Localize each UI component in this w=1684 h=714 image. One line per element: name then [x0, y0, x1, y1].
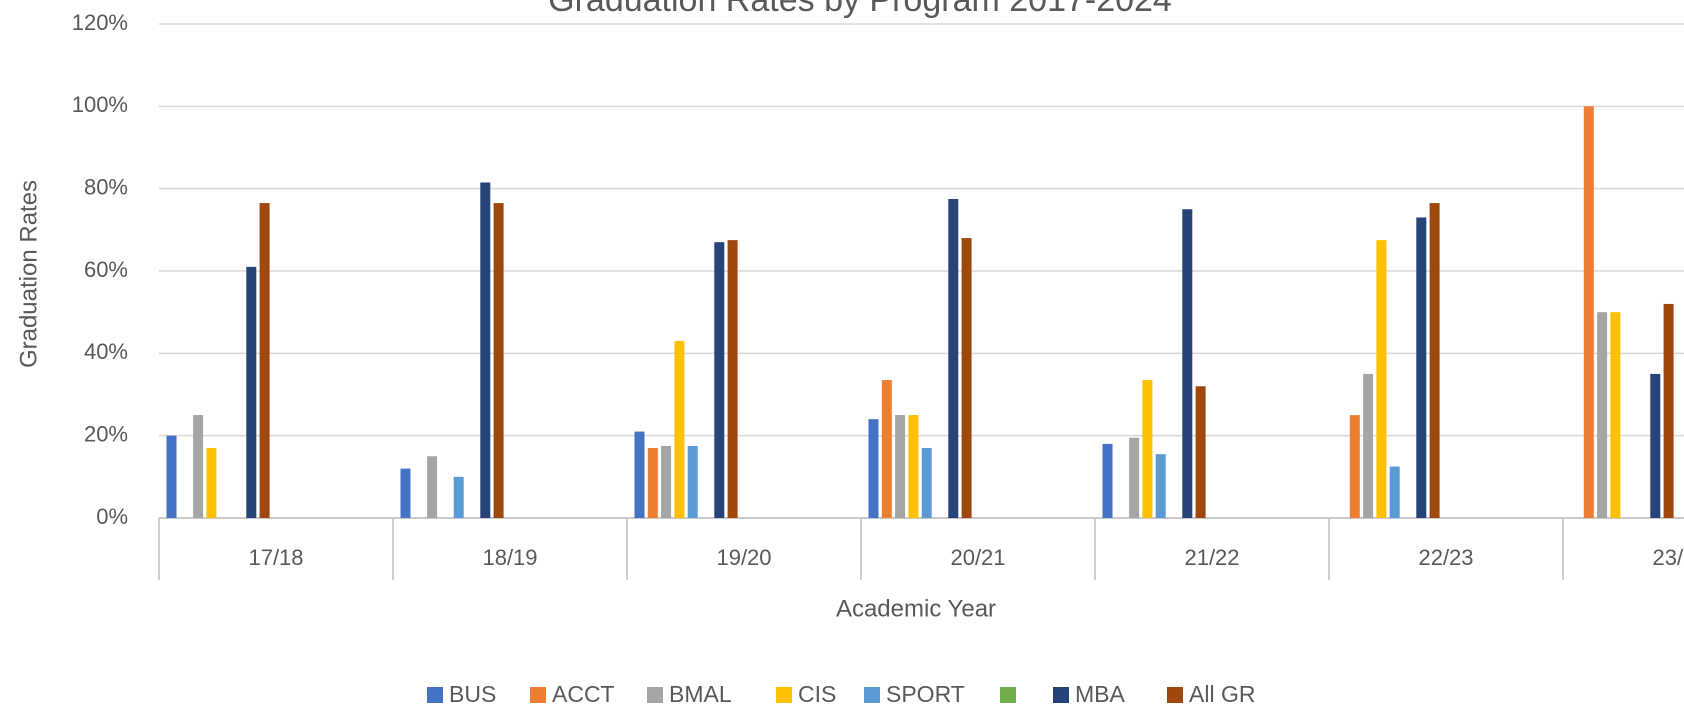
bar — [948, 198, 959, 519]
bar — [1416, 217, 1427, 518]
legend-label: BUS — [449, 681, 496, 707]
x-tick-label: 21/22 — [1184, 545, 1239, 570]
x-tick-label: 20/21 — [950, 545, 1005, 570]
bar — [647, 448, 658, 518]
x-tick-label: 19/20 — [716, 545, 771, 570]
legend-swatch — [647, 687, 663, 703]
y-tick-label: 80% — [84, 174, 128, 199]
bar — [1363, 373, 1374, 518]
bar — [895, 415, 906, 518]
y-tick-label: 0% — [96, 504, 128, 529]
bar — [661, 445, 672, 518]
bar — [1182, 209, 1193, 518]
legend-swatch — [864, 687, 880, 703]
legend-label: All GR — [1189, 681, 1255, 707]
legend-label: BMAL — [669, 681, 732, 707]
bar — [259, 203, 270, 518]
bar — [1650, 373, 1661, 518]
bar — [1610, 312, 1621, 518]
bar — [714, 242, 725, 518]
y-tick-label: 100% — [72, 92, 128, 117]
bar — [727, 240, 738, 518]
bar — [1155, 454, 1166, 518]
bar — [427, 456, 438, 518]
bar — [634, 431, 645, 518]
bar — [1195, 386, 1206, 518]
bar — [1663, 303, 1674, 518]
x-axis-label: Academic Year — [836, 595, 996, 622]
bar — [881, 380, 892, 518]
bar — [1102, 443, 1113, 518]
bar — [1142, 380, 1153, 518]
x-tick-label: 23/24 — [1652, 545, 1684, 570]
legend-swatch — [427, 687, 443, 703]
legend-swatch — [776, 687, 792, 703]
x-tick-label: 18/19 — [482, 545, 537, 570]
bar — [921, 448, 932, 518]
bar — [1129, 437, 1140, 518]
legend-swatch — [530, 687, 546, 703]
bar — [674, 340, 685, 518]
bar — [961, 238, 972, 519]
bar — [493, 203, 504, 518]
legend-swatch — [1053, 687, 1069, 703]
bar — [453, 476, 464, 518]
legend-label: ACCT — [552, 681, 615, 707]
legend-label: MBA — [1075, 681, 1126, 707]
bar — [1429, 203, 1440, 518]
legend-label: SPORT — [886, 681, 965, 707]
legend-swatch — [1167, 687, 1183, 703]
y-tick-label: 40% — [84, 339, 128, 364]
bar — [687, 445, 698, 518]
y-axis-label: Graduation Rates — [15, 180, 42, 368]
y-tick-label: 120% — [72, 10, 128, 35]
bar — [1583, 106, 1594, 518]
bar — [868, 419, 879, 518]
legend-label: CIS — [798, 681, 836, 707]
bar — [246, 266, 257, 518]
bar — [400, 468, 411, 518]
bar — [1349, 415, 1360, 518]
legend-swatch — [1000, 687, 1016, 703]
bar — [1597, 312, 1608, 518]
bar — [1376, 240, 1387, 518]
y-tick-label: 60% — [84, 257, 128, 282]
y-tick-label: 20% — [84, 421, 128, 446]
bar — [908, 415, 919, 518]
x-tick-label: 17/18 — [248, 545, 303, 570]
bar — [166, 435, 177, 518]
bar — [193, 415, 204, 518]
bar — [1389, 466, 1400, 518]
x-tick-label: 22/23 — [1418, 545, 1473, 570]
bar — [480, 182, 491, 518]
bar — [206, 448, 217, 518]
chart-title: Graduation Rates by Program 2017-2024 — [548, 0, 1172, 19]
